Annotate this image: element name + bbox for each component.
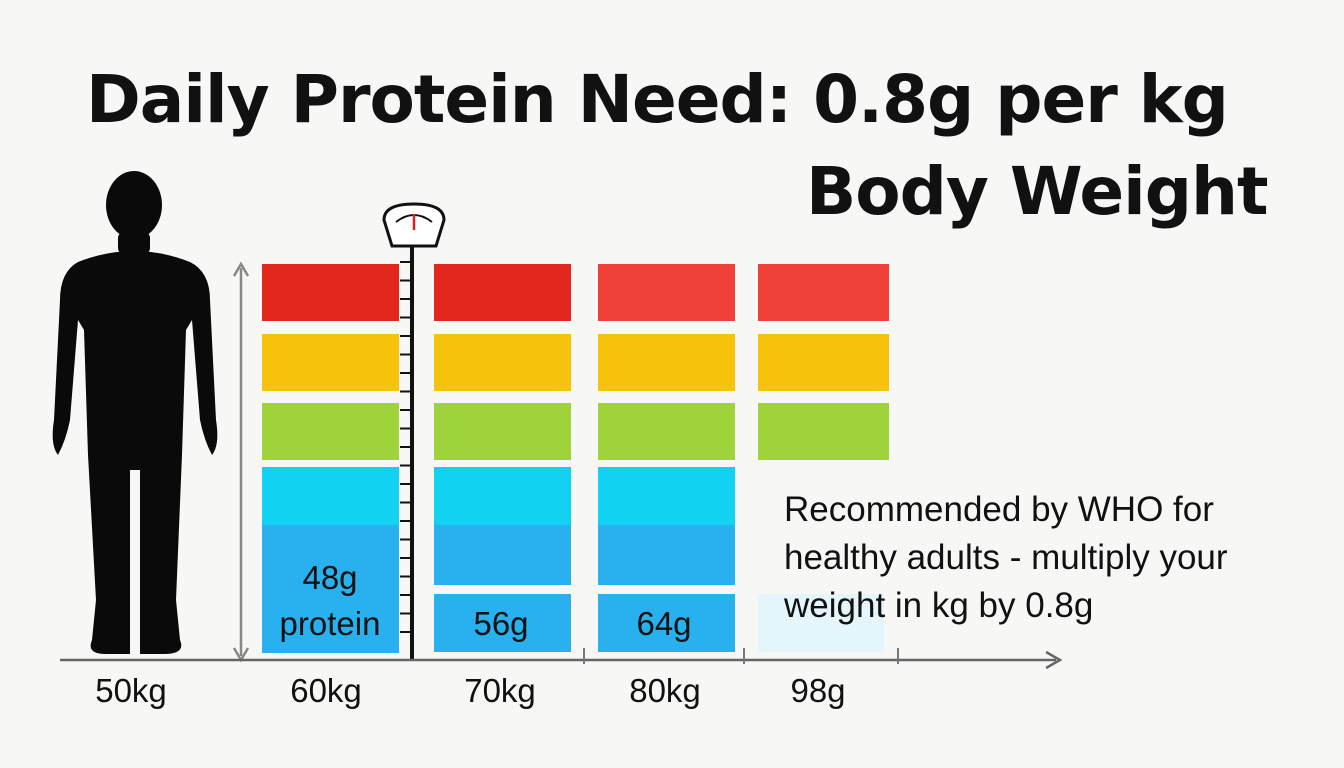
bar-segment-blue xyxy=(434,525,571,585)
bar-segment-green xyxy=(262,403,399,460)
bar-label-1-0: 56g xyxy=(473,605,528,642)
bar-segment-faint xyxy=(758,594,884,652)
bar-segment-yellow xyxy=(758,334,889,391)
recommendation-note: Recommended by WHO for healthy adults - … xyxy=(784,490,1228,625)
bar-segment-red xyxy=(262,264,399,321)
bars-group xyxy=(262,264,889,653)
scale-ruler xyxy=(400,246,414,660)
x-label-1: 60kg xyxy=(290,672,362,709)
bar-segment-blue xyxy=(262,525,399,653)
bar-label-2-0: 64g xyxy=(636,605,691,642)
bar-segment-blue xyxy=(598,525,735,585)
bar-segment-green xyxy=(434,403,571,460)
x-label-4: 98g xyxy=(790,672,845,709)
bar-segment-yellow xyxy=(262,334,399,391)
bar-label-0-1: protein xyxy=(280,605,381,642)
x-label-0: 50kg xyxy=(95,672,167,709)
chart-title-line-1: Daily Protein Need: 0.8g per kg xyxy=(86,61,1229,138)
bar-segment-blue-base xyxy=(598,594,735,652)
x-label-2: 70kg xyxy=(464,672,536,709)
x-axis-ticks xyxy=(583,648,899,664)
chart-title-line-2: Body Weight xyxy=(806,153,1269,230)
bar-segment-red_light xyxy=(598,264,735,321)
bar-labels: 48g protein 56g 64g xyxy=(280,559,692,642)
bar-segment-cyan xyxy=(598,467,735,525)
x-axis xyxy=(60,650,1063,670)
height-arrow xyxy=(232,261,250,663)
bar-segment-yellow xyxy=(434,334,571,391)
scale-icon xyxy=(382,202,446,248)
bar-segment-blue-base xyxy=(434,594,571,652)
bar-segment-green xyxy=(758,403,889,460)
bar-segment-cyan xyxy=(434,467,571,525)
bar-segment-red_light xyxy=(758,264,889,321)
person-silhouette-icon xyxy=(52,171,218,654)
bar-segment-cyan xyxy=(262,467,399,525)
bar-segment-green xyxy=(598,403,735,460)
x-label-3: 80kg xyxy=(629,672,701,709)
bar-segment-red xyxy=(434,264,571,321)
bar-label-0-0: 48g xyxy=(302,559,357,596)
x-axis-labels: 50kg 60kg 70kg 80kg 98g xyxy=(95,672,845,709)
bar-segment-yellow xyxy=(598,334,735,391)
